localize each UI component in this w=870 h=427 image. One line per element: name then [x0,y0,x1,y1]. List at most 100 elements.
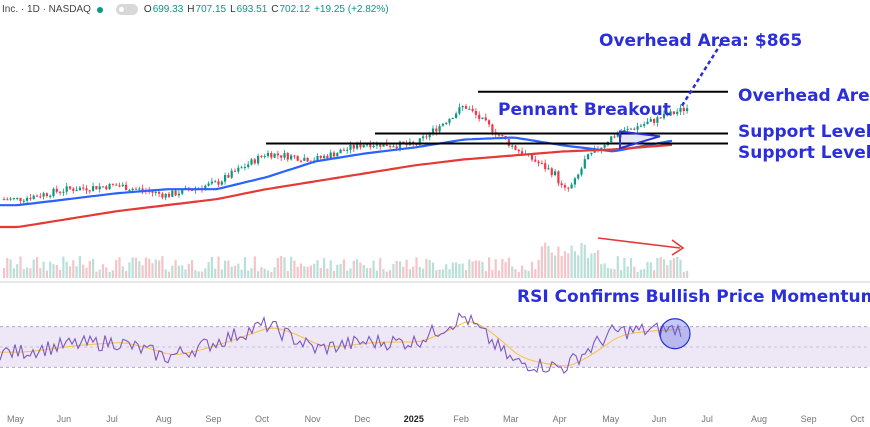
candle-body [82,187,85,189]
volume-bar [596,250,600,278]
candle-body [550,168,553,176]
candle-body [398,141,402,149]
volume-bar [497,270,501,278]
volume-bar [686,270,689,278]
volume-bar [52,264,55,278]
change-value: +19.25 (+2.82%) [314,4,389,15]
candle-body [448,118,451,123]
volume-bar [425,258,428,278]
candle-body [55,188,58,192]
volume-bar [402,266,405,278]
volume-bar [616,256,619,278]
volume-bar [478,260,481,278]
toggle-icon[interactable] [115,4,138,15]
candle-body [501,135,504,137]
volume-bar [138,261,141,278]
volume-bar [643,269,646,278]
volume-bar [309,265,312,278]
volume-bar [92,258,95,278]
candle-body [266,153,270,157]
candle-body [49,195,52,197]
volume-bar [283,257,286,278]
volume-bar [365,268,369,278]
candle-body [415,144,418,146]
candle-body [164,193,167,198]
volume-bar [514,269,517,278]
candle-body [346,149,349,151]
volume-bar [227,260,230,278]
candle-body [283,153,286,158]
volume-bar [68,266,72,278]
volume-bar [121,266,124,278]
volume-bar [144,257,147,278]
candle-body [68,186,72,189]
candle-body [672,111,675,114]
volume-bar [125,270,128,278]
candle-body [676,111,679,114]
candle-body [286,153,289,160]
volume-bar [16,264,19,278]
candle-body [329,152,332,159]
candle-body [92,186,95,191]
volume-bar [35,257,39,278]
x-tick-label: Jun [652,414,667,424]
volume-bar [45,270,48,278]
candle-body [253,159,256,164]
volume-bar [676,257,679,278]
candle-body [276,153,279,156]
x-tick-label: Oct [255,414,270,424]
volume-bar [108,271,111,278]
volume-bar [184,269,187,278]
volume-bar [19,256,22,278]
candle-body [567,187,570,189]
volume-bar [603,263,606,278]
volume-bar [530,261,534,278]
candle-body [471,108,474,112]
candle-body [441,123,444,126]
candle-body [78,187,81,191]
candle-body [580,168,583,175]
candle-body [303,157,306,161]
volume-bar [682,271,685,278]
candle-body [395,146,398,149]
candle-body [356,143,359,149]
volume-bar [560,255,563,278]
high-label: H [187,4,195,15]
candle-body [656,117,659,123]
volume-bar [629,258,633,278]
candle-body [537,161,540,164]
volume-bar [171,265,174,278]
volume-bar [134,257,138,278]
volume-bar [59,269,62,278]
volume-bar [669,259,672,278]
candle-body [2,199,6,201]
volume-bar [233,265,237,278]
volume-bar [662,259,666,278]
candle-body [230,170,233,178]
candle-body [154,191,157,193]
candle-body [233,170,237,172]
volume-bar [214,268,217,278]
candle-body [72,188,75,191]
candle-body [141,188,144,191]
volume-bar [342,259,345,278]
candle-body [19,197,22,202]
candle-body [59,191,62,193]
low-value: 693.51 [236,4,268,15]
candle-body [85,188,88,191]
x-tick-label: Apr [553,414,567,424]
volume-bar [316,260,319,278]
candle-body [379,142,382,147]
volume-bar [547,245,550,278]
volume-bar [332,270,336,278]
candle-body [16,197,19,199]
candle-body [270,153,273,158]
candle-body [613,136,616,138]
volume-bar [494,259,497,278]
candle-body [115,184,118,186]
candle-body [540,163,543,165]
volume-bar [385,271,388,278]
candle-body [382,143,385,147]
volume-bar [253,256,256,278]
candle-body [316,155,319,161]
